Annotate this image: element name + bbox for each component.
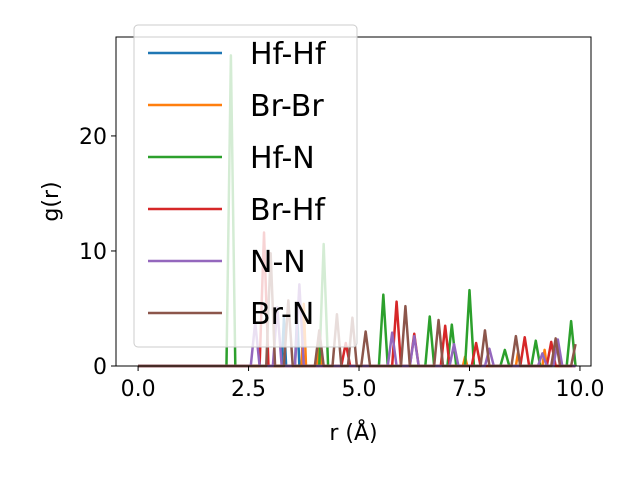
legend: Hf-Hf Br-Br Hf-N Br-Hf N-N Br-N xyxy=(133,24,358,348)
x-axis-ticks: 0.0 2.5 5.0 7.5 10.0 xyxy=(121,366,604,402)
y-tick-label: 20 xyxy=(79,125,107,150)
y-tick-label: 0 xyxy=(93,355,107,380)
x-tick-label: 5.0 xyxy=(342,377,377,402)
series-line-br-n xyxy=(138,252,577,368)
legend-entries: Hf-Hf Br-Br Hf-N Br-Hf N-N Br-N xyxy=(148,37,327,332)
legend-label-br-br: Br-Br xyxy=(250,89,324,124)
x-tick-label: 0.0 xyxy=(121,377,156,402)
x-axis-label: r (Å) xyxy=(329,419,377,446)
x-tick-label: 10.0 xyxy=(555,377,604,402)
legend-box xyxy=(133,24,358,348)
x-tick-label: 2.5 xyxy=(231,377,266,402)
x-tick-label: 7.5 xyxy=(452,377,487,402)
y-axis-ticks: 0 10 20 xyxy=(79,125,116,380)
legend-label-hf-n: Hf-N xyxy=(250,141,315,176)
y-tick-label: 10 xyxy=(79,240,107,265)
legend-label-hf-hf: Hf-Hf xyxy=(250,37,327,72)
legend-label-br-n: Br-N xyxy=(250,297,314,332)
y-axis-label: g(r) xyxy=(39,181,64,221)
legend-label-br-hf: Br-Hf xyxy=(250,193,326,228)
legend-label-n-n: N-N xyxy=(250,245,306,280)
